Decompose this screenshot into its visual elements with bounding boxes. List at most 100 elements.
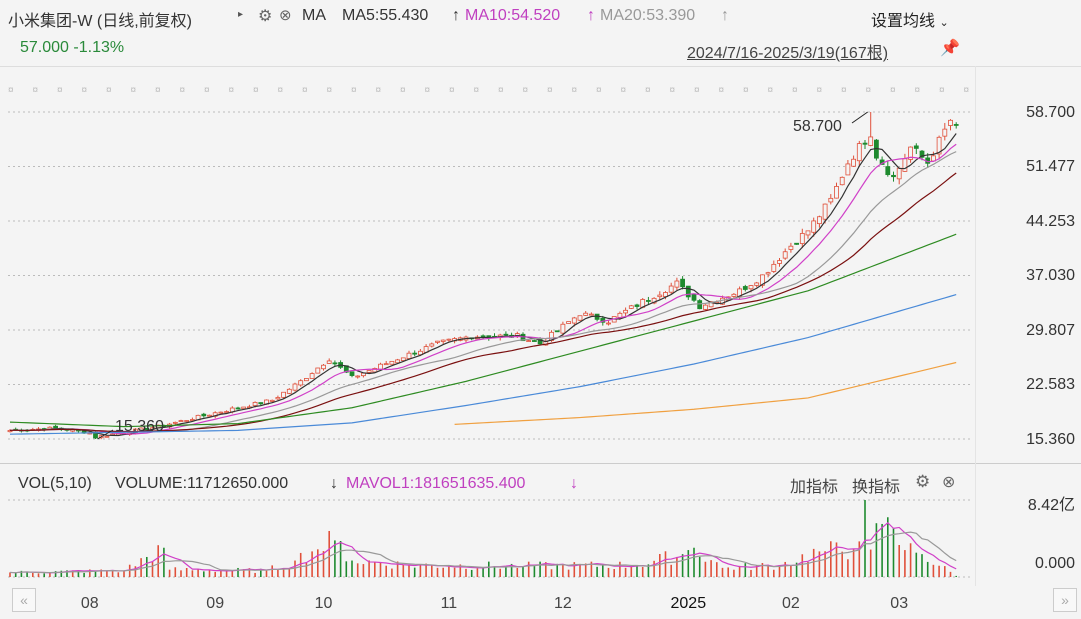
candle xyxy=(657,294,663,298)
candle xyxy=(201,413,207,417)
candle xyxy=(697,300,703,310)
ma20-value: MA20:53.390 xyxy=(600,7,696,24)
candle xyxy=(856,143,862,162)
candle xyxy=(104,435,110,438)
candle xyxy=(383,363,389,366)
candle xyxy=(885,166,891,176)
close-icon[interactable]: ⊗ xyxy=(279,7,292,24)
ma10-value: MA10:54.520 xyxy=(465,7,561,24)
candle xyxy=(144,427,150,431)
event-marker-icon: ¤ xyxy=(498,85,504,96)
candle xyxy=(326,360,332,364)
event-marker-icon: ¤ xyxy=(719,85,725,96)
ma5-arrow-icon: ↑ xyxy=(452,7,460,24)
ma-settings-label: 设置均线 xyxy=(871,13,936,30)
candle xyxy=(765,272,771,275)
y-tick: 58.700 xyxy=(1026,104,1075,121)
candle xyxy=(366,370,372,373)
candle xyxy=(503,333,509,336)
expand-triangle-icon[interactable]: ▸ xyxy=(238,9,244,20)
candle xyxy=(703,304,708,310)
candle xyxy=(862,142,868,145)
low-annotation: 15.360 xyxy=(115,418,164,435)
candle xyxy=(668,285,674,293)
change-percent: -1.13% xyxy=(73,39,125,56)
event-marker-icon: ¤ xyxy=(841,85,847,96)
add-indicator-button[interactable]: 加指标 xyxy=(790,479,839,496)
candle xyxy=(777,260,782,264)
candle xyxy=(782,251,788,259)
candle xyxy=(606,322,611,325)
event-marker-icon: ¤ xyxy=(939,85,945,96)
candle xyxy=(532,340,537,342)
candle xyxy=(748,285,754,290)
event-marker-icon: ¤ xyxy=(229,85,235,96)
candle xyxy=(634,304,640,307)
candle xyxy=(680,278,685,288)
pin-icon[interactable]: 📌 xyxy=(940,40,960,57)
event-marker-icon: ¤ xyxy=(253,85,259,96)
candle xyxy=(355,375,361,378)
ma20-arrow-icon: ↑ xyxy=(721,7,729,24)
chevron-down-icon: ⌄ xyxy=(939,17,949,29)
candle xyxy=(315,367,321,374)
price: 57.000 xyxy=(20,39,69,56)
vol-label: VOL(5,10) xyxy=(18,475,92,492)
candle xyxy=(623,309,628,314)
scroll-right-button[interactable]: » xyxy=(1053,588,1077,612)
event-marker-icon: ¤ xyxy=(327,85,333,96)
candle xyxy=(902,158,908,172)
candle xyxy=(617,312,623,318)
candle xyxy=(189,419,195,421)
event-marker-icon: ¤ xyxy=(621,85,627,96)
event-marker-icon: ¤ xyxy=(572,85,578,96)
event-marker-icon: ¤ xyxy=(155,85,161,96)
candle xyxy=(389,360,395,365)
x-tick: 09 xyxy=(206,595,225,612)
candle xyxy=(799,233,805,244)
candle xyxy=(583,312,589,316)
candle xyxy=(794,242,799,245)
ma-label: MA xyxy=(302,7,326,24)
candle xyxy=(685,285,691,298)
x-tick: 10 xyxy=(314,595,333,612)
candle xyxy=(269,399,275,402)
event-marker-icon: ¤ xyxy=(817,85,823,96)
ma-settings-button[interactable]: 设置均线 ⌄ xyxy=(871,7,949,31)
ma60-line xyxy=(9,233,957,428)
vol-y-tick: 8.42亿 xyxy=(1027,497,1075,514)
event-marker-icon: ¤ xyxy=(645,85,651,96)
candle xyxy=(908,146,913,160)
ma250-line xyxy=(454,361,957,425)
event-marker-icon: ¤ xyxy=(376,85,382,96)
candle xyxy=(526,340,532,343)
event-marker-icon: ¤ xyxy=(743,85,749,96)
x-tick: 2025 xyxy=(670,595,707,612)
high-annotation: 58.700 xyxy=(793,118,842,135)
candle xyxy=(395,359,401,364)
switch-indicator-button[interactable]: 换指标 xyxy=(852,479,901,496)
candle xyxy=(406,352,412,360)
event-marker-icon: ¤ xyxy=(768,85,774,96)
candle xyxy=(571,317,577,324)
gear-icon[interactable]: ⚙ xyxy=(258,8,273,25)
x-tick: 03 xyxy=(890,595,909,612)
event-marker-icon: ¤ xyxy=(8,85,14,96)
candle xyxy=(646,300,651,302)
candle xyxy=(235,407,241,410)
candle xyxy=(537,338,543,345)
gear-icon[interactable]: ⚙ xyxy=(915,472,931,491)
candle xyxy=(292,383,298,391)
date-range[interactable]: 2024/7/16-2025/3/19(167根) xyxy=(687,45,889,62)
scroll-left-button[interactable]: « xyxy=(12,588,36,612)
candle xyxy=(321,364,326,370)
event-marker-icon: ¤ xyxy=(694,85,700,96)
candle xyxy=(851,158,856,167)
candle xyxy=(919,150,925,158)
close-icon[interactable]: ⊗ xyxy=(942,474,956,491)
candle xyxy=(378,363,383,370)
candle xyxy=(298,380,304,386)
event-marker-icon: ¤ xyxy=(180,85,186,96)
vol-y-tick: 0.000 xyxy=(1034,555,1075,572)
